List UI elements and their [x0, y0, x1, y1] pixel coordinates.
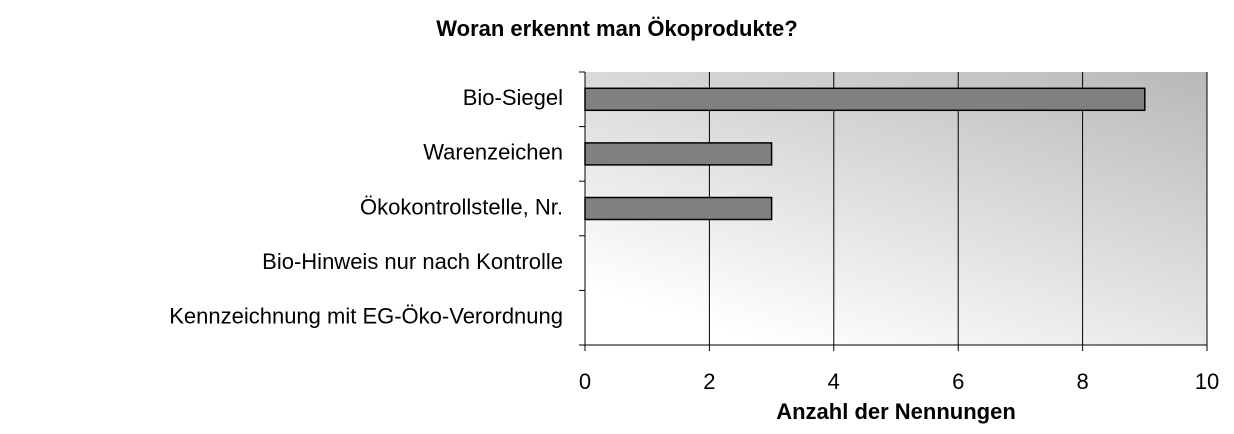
y-tick-label: Bio-Hinweis nur nach Kontrolle — [262, 249, 563, 274]
x-axis-title: Anzahl der Nennungen — [776, 399, 1016, 424]
y-tick-label: Kennzeichnung mit EG-Öko-Verordnung — [169, 304, 563, 329]
x-tick-label: 2 — [703, 369, 715, 394]
bar — [584, 142, 773, 166]
x-tick-label: 4 — [828, 369, 840, 394]
chart-title: Woran erkennt man Ökoprodukte? — [436, 16, 797, 41]
x-tick-label: 6 — [952, 369, 964, 394]
y-tick-label: Ökokontrollstelle, Nr. — [360, 194, 563, 219]
y-tick-label: Bio-Siegel — [463, 85, 563, 110]
bar — [584, 196, 773, 221]
y-tick-label: Warenzeichen — [423, 140, 563, 165]
bar — [584, 87, 1146, 112]
x-tick-label: 10 — [1195, 369, 1219, 394]
x-tick-label: 0 — [579, 369, 591, 394]
x-tick-label: 8 — [1076, 369, 1088, 394]
